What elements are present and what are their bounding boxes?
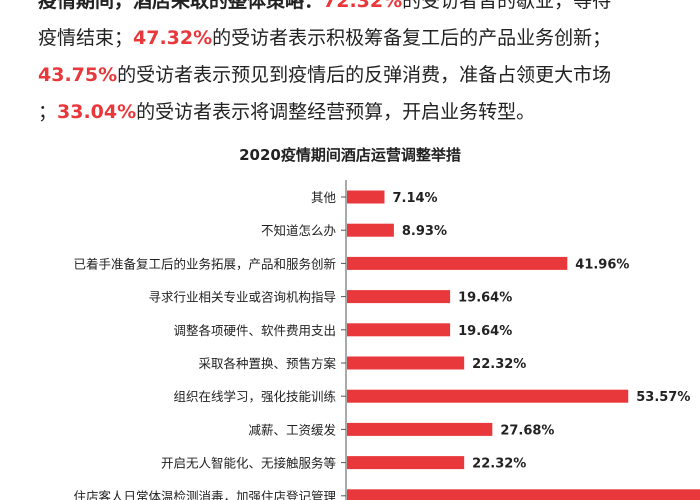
category-label: 开启无人智能化、无接触服务等 <box>161 456 336 471</box>
intro-line-2-text-a: 疫情结束； <box>38 27 134 49</box>
category-label: 其他 <box>311 190 337 205</box>
category-label: 已着手准备复工后的业务拓展，产品和服务创新 <box>73 256 336 271</box>
intro-line-4-text-a: ； <box>38 101 58 123</box>
bar <box>347 323 451 337</box>
data-label: 22.32% <box>472 457 526 472</box>
intro-line-1: 疫情期间，酒店采取的整体策略：72.32%的受访者皆的歇业，等待 <box>38 0 698 19</box>
data-label: 7.14% <box>392 191 437 206</box>
category-label: 不知道怎么办 <box>261 223 336 238</box>
intro-line-2-percent: 47.32% <box>133 27 213 49</box>
data-label: 22.32% <box>472 357 526 372</box>
data-label: 19.64% <box>458 324 512 339</box>
bar <box>347 190 385 204</box>
bar <box>347 389 629 403</box>
data-label: 19.64% <box>458 291 512 306</box>
intro-line-3-percent: 43.75% <box>38 64 118 86</box>
bar <box>347 223 394 237</box>
bar <box>347 456 465 470</box>
intro-line-1-text-c: 的受访者皆的歇业，等待 <box>402 0 612 12</box>
data-label: 53.57% <box>636 390 690 405</box>
bar <box>347 489 700 500</box>
intro-line-1-percent: 72.32% <box>323 0 403 12</box>
category-label: 住店客人日常体温检测消毒，加强住店登记管理 <box>73 489 336 500</box>
category-label: 减薪、工资缓发 <box>248 422 336 437</box>
data-label: 41.96% <box>575 257 629 272</box>
intro-line-4-percent: 33.04% <box>57 101 137 123</box>
data-label: 27.68% <box>500 423 554 438</box>
bar <box>347 356 465 370</box>
category-label: 调整各项硬件、软件费用支出 <box>173 323 336 338</box>
intro-line-2-text-c: 的受访者表示积极筹备复工后的产品业务创新； <box>212 27 612 49</box>
intro-line-2: 疫情结束；47.32%的受访者表示积极筹备复工后的产品业务创新； <box>38 20 698 56</box>
intro-line-3-text-c: 的受访者表示预见到疫情后的反弹消费，准备占领更大市场 <box>117 64 612 86</box>
category-label: 采取各种置换、预售方案 <box>198 356 336 371</box>
intro-line-1-text-a: 疫情期间，酒店采取的整体策略： <box>38 0 324 12</box>
intro-line-3: 43.75%的受访者表示预见到疫情后的反弹消费，准备占领更大市场 <box>38 57 698 93</box>
intro-line-4: ；33.04%的受访者表示将调整经营预算，开启业务转型。 <box>38 94 698 130</box>
category-label: 组织在线学习，强化技能训练 <box>173 389 336 404</box>
bar <box>347 290 451 304</box>
bar <box>347 256 568 270</box>
chart-title: 2020疫情期间酒店运营调整举措 <box>239 146 461 164</box>
category-label: 寻求行业相关专业或咨询机构指导 <box>148 290 336 305</box>
bar <box>347 422 493 436</box>
data-label: 8.93% <box>402 224 447 239</box>
intro-line-4-text-c: 的受访者表示将调整经营预算，开启业务转型。 <box>136 101 536 123</box>
